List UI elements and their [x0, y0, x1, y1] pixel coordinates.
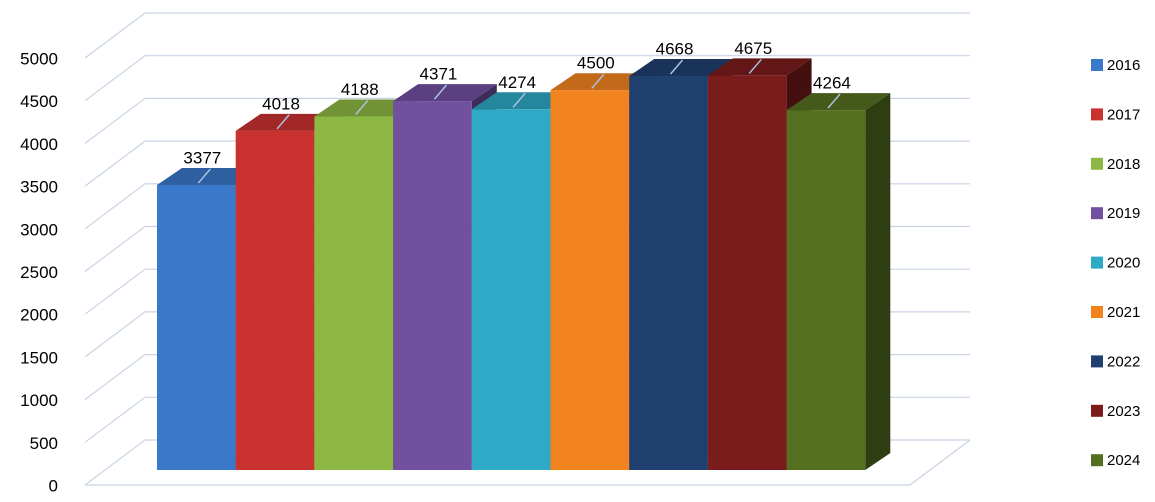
data-label: 4018: [262, 94, 300, 113]
bar-top: [471, 92, 576, 110]
y-tick-label: 2500: [20, 263, 58, 282]
bar-top: [393, 84, 497, 102]
leader-line: [669, 59, 684, 75]
data-label: 4264: [813, 74, 851, 93]
legend-label: 2024: [1107, 452, 1140, 469]
data-label: 4675: [734, 39, 772, 58]
legend-swatch: [1091, 404, 1103, 417]
leader-line: [591, 73, 605, 89]
y-tick-label: 500: [30, 434, 58, 453]
bar-top: [235, 113, 340, 131]
y-tick-label: 1500: [20, 348, 58, 367]
legend-swatch: [1091, 355, 1103, 368]
legend-label: 2018: [1107, 156, 1140, 173]
y-tick-label: 4500: [20, 92, 58, 111]
y-tick-label: 0: [49, 476, 58, 495]
y-tick-label: 1000: [20, 391, 58, 410]
bar: [707, 75, 787, 471]
bar-top: [550, 73, 655, 91]
bar-top: [707, 58, 812, 76]
bar: [393, 101, 472, 471]
y-tick-label: 2000: [20, 306, 58, 325]
bar: [550, 90, 630, 470]
legend-swatch: [1091, 306, 1103, 318]
bar-top: [786, 93, 891, 111]
bar-top: [314, 99, 419, 117]
legend-label: 2022: [1107, 353, 1140, 370]
legend-swatch: [1091, 454, 1103, 467]
data-label: 4500: [577, 54, 615, 73]
floor-edge: [909, 439, 971, 486]
y-tick-label: 4000: [20, 135, 58, 154]
bar: [471, 109, 551, 470]
legend-swatch: [1091, 157, 1103, 170]
bar: [157, 184, 236, 470]
leader-line: [433, 84, 448, 100]
leader-line: [355, 100, 369, 116]
y-tick-label: 3500: [20, 178, 58, 197]
legend-swatch: [1091, 59, 1103, 71]
grid-line: [84, 55, 970, 102]
grid-line: [84, 12, 970, 59]
data-label: 4188: [341, 80, 379, 99]
leader-line: [197, 168, 211, 184]
data-label: 4668: [656, 40, 694, 59]
bar: [786, 110, 866, 470]
data-label: 3377: [183, 148, 221, 167]
y-tick-label: 5000: [20, 49, 58, 68]
data-label: 4274: [498, 73, 536, 92]
y-tick-label: 3000: [20, 220, 58, 239]
bar-top: [157, 167, 261, 185]
leader-line: [748, 58, 762, 74]
legend-label: 2021: [1107, 304, 1140, 321]
leader-line: [827, 93, 841, 109]
legend-swatch: [1091, 108, 1103, 121]
legend-label: 2020: [1107, 255, 1140, 272]
legend-swatch: [1091, 256, 1103, 269]
bar: [314, 116, 394, 470]
legend-swatch: [1091, 207, 1103, 220]
bar: [235, 130, 315, 470]
bar: [629, 76, 708, 470]
leader-line: [276, 114, 290, 130]
legend-label: 2016: [1107, 57, 1140, 74]
legend-label: 2017: [1107, 106, 1140, 123]
legend-label: 2023: [1107, 403, 1140, 420]
legend-label: 2019: [1107, 205, 1140, 222]
bar-top: [629, 59, 733, 77]
data-label: 4371: [420, 65, 458, 84]
bar-side: [865, 93, 891, 470]
leader-line: [512, 92, 526, 108]
